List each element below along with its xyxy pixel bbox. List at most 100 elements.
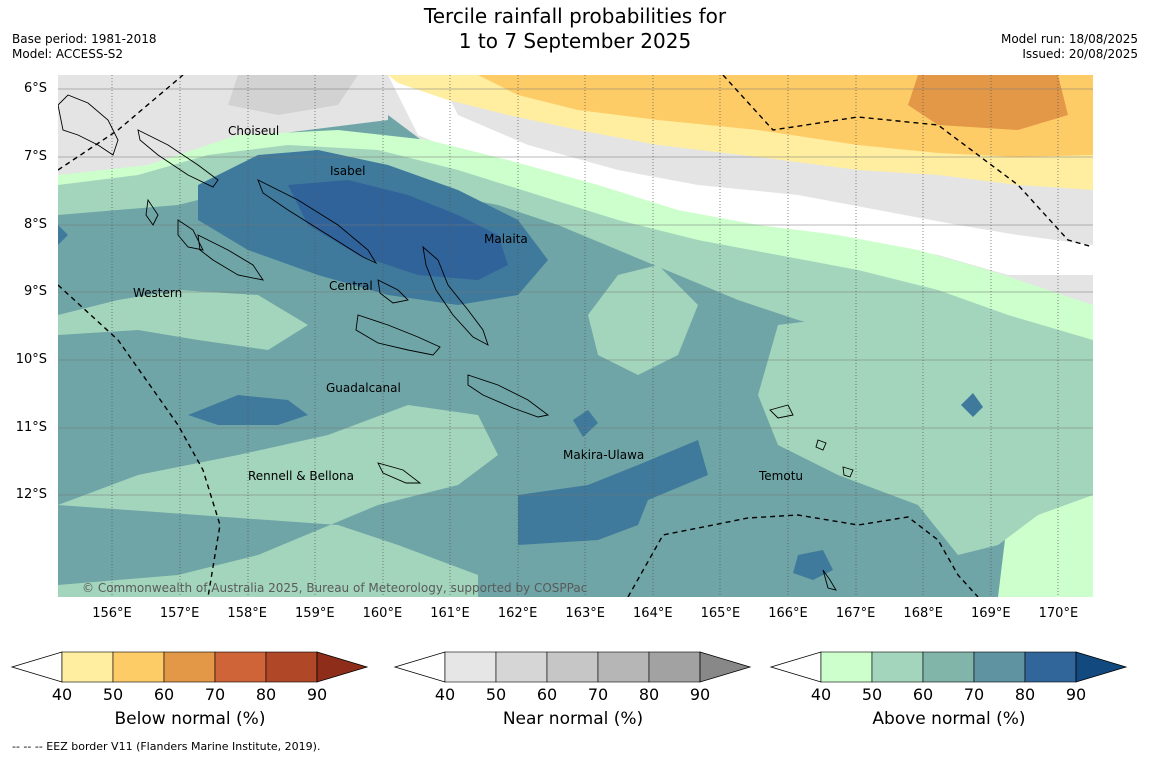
field-above-80-core — [288, 180, 508, 280]
field-above-50-southwest — [58, 290, 308, 350]
caption-near: Near normal (%) — [502, 709, 644, 729]
colorbar-tick-label: 40 — [51, 685, 73, 704]
colorbar-segment — [163, 651, 216, 683]
lon-label: 158°E — [227, 606, 267, 621]
colorbar-segment — [112, 651, 165, 683]
colorbar-tick-label: 70 — [587, 685, 609, 704]
eez-borders — [58, 75, 1093, 597]
colorbar-over-triangle — [1075, 651, 1128, 683]
island-rennell — [377, 462, 422, 484]
island-bougainville — [58, 94, 119, 156]
eez-border-s — [627, 514, 979, 597]
lon-label: 162°E — [497, 606, 538, 621]
field-above-70-south — [518, 440, 708, 545]
lon-label: 166°E — [768, 606, 808, 621]
legend-above-normal: 40 50 60 70 80 90 Above normal (%) — [769, 651, 1129, 729]
colorbar-segment — [214, 651, 267, 683]
model-name: Model: ACCESS-S2 — [12, 47, 124, 61]
lon-label: 169°E — [971, 606, 1011, 621]
colorbar-tick-label: 60 — [912, 685, 934, 704]
colorbar-segment — [922, 651, 975, 683]
colorbar-tick-label: 60 — [153, 685, 175, 704]
map-title: Tercile rainfall probabilities for 1 to … — [0, 4, 1150, 54]
lon-label: 165°E — [700, 606, 741, 621]
lon-label: 163°E — [565, 606, 605, 621]
region-label-western: Western — [133, 286, 183, 300]
field-near-normal-nw-dark — [228, 75, 358, 115]
rainfall-map — [58, 75, 1093, 597]
lat-label: 9°S — [23, 284, 47, 299]
region-label-temotu: Temotu — [759, 469, 804, 483]
colorbar-tick-label: 70 — [963, 685, 985, 704]
colorbar-near — [393, 651, 752, 683]
lat-label: 11°S — [15, 420, 47, 435]
lon-label: 168°E — [903, 606, 943, 621]
colorbar-over-triangle — [699, 651, 752, 683]
colorbar-over-triangle — [316, 651, 369, 683]
lon-label: 170°E — [1038, 606, 1079, 621]
region-label-guadalcanal: Guadalcanal — [326, 381, 401, 395]
colorbar-segment — [820, 651, 873, 683]
colorbar-tick-label: 80 — [638, 685, 660, 704]
colorbar-segment — [61, 651, 114, 683]
lon-label: 164°E — [633, 606, 673, 621]
region-label-makira: Makira-Ulawa — [563, 448, 645, 462]
island-santa-cruz — [769, 404, 854, 478]
field-above-50-north — [58, 145, 1093, 395]
colorbar-tick-label: 80 — [1014, 685, 1036, 704]
caption-above: Above normal (%) — [872, 709, 1026, 729]
field-above-70-spot-3 — [961, 393, 983, 417]
lat-label: 7°S — [23, 149, 47, 164]
colorbar-tick-label: 90 — [689, 685, 711, 704]
lat-label: 10°S — [15, 352, 47, 367]
field-above-50-center — [588, 265, 698, 375]
colorbar-segment — [444, 651, 497, 683]
eez-footnote: -- -- -- EEZ border V11 (Flanders Marine… — [12, 740, 321, 753]
lon-label: 159°E — [295, 606, 335, 621]
colorbar-tick-label: 90 — [1065, 685, 1087, 704]
colorbar-tick-label: 50 — [485, 685, 507, 704]
colorbar-tick-label: 50 — [861, 685, 883, 704]
graticule — [58, 88, 1093, 496]
field-above-70-spot-1 — [573, 410, 598, 437]
lon-label: 160°E — [362, 606, 403, 621]
colorbar-tick-label: 90 — [306, 685, 328, 704]
field-above-70-south-west — [188, 395, 308, 425]
meta-left: Base period: 1981-2018 Model: ACCESS-S2 — [12, 32, 157, 62]
caption-below: Below normal (%) — [114, 709, 266, 729]
field-above-70-spot-2 — [793, 550, 833, 580]
island-new-georgia — [145, 198, 264, 281]
title-line-2: 1 to 7 September 2025 — [458, 29, 692, 53]
colorbar-tick-label: 40 — [434, 685, 456, 704]
lat-label: 6°S — [23, 81, 47, 96]
legend-near-normal: 40 50 60 70 80 90 Near normal (%) — [393, 651, 753, 729]
region-label-malaita: Malaita — [484, 232, 528, 246]
region-label-isabel: Isabel — [330, 164, 366, 178]
field-above-70-west-edge — [58, 225, 68, 245]
colorbar-under-triangle — [10, 651, 63, 683]
region-label-choiseul: Choiseul — [228, 124, 280, 138]
title-line-1: Tercile rainfall probabilities for — [423, 4, 727, 28]
meridians — [111, 75, 1059, 597]
colorbar-tick-label: 80 — [255, 685, 277, 704]
colorbar-under-triangle — [769, 651, 822, 683]
colorbar-segment — [973, 651, 1026, 683]
colorbar-segment — [265, 651, 318, 683]
eez-border-w — [58, 284, 221, 597]
lon-label: 157°E — [159, 606, 200, 621]
island-choiseul — [137, 129, 219, 188]
colorbar-tick-label: 60 — [536, 685, 558, 704]
model-run: Model run: 18/08/2025 — [1000, 32, 1138, 46]
copyright-notice: © Commonwealth of Australia 2025, Bureau… — [82, 581, 588, 595]
lon-label: 156°E — [92, 606, 132, 621]
colorbar-tick-label: 40 — [810, 685, 832, 704]
lat-label: 8°S — [23, 217, 47, 232]
colorbar-under-triangle — [393, 651, 446, 683]
region-label-central: Central — [329, 279, 373, 293]
colorbar-segment — [495, 651, 548, 683]
issued-date: Issued: 20/08/2025 — [1022, 47, 1138, 61]
lon-label: 167°E — [835, 606, 876, 621]
colorbar-tick-label: 50 — [102, 685, 124, 704]
field-above-50-south — [58, 405, 498, 597]
legend-below-normal: 40 50 60 70 80 90 Below normal (%) — [10, 651, 370, 729]
